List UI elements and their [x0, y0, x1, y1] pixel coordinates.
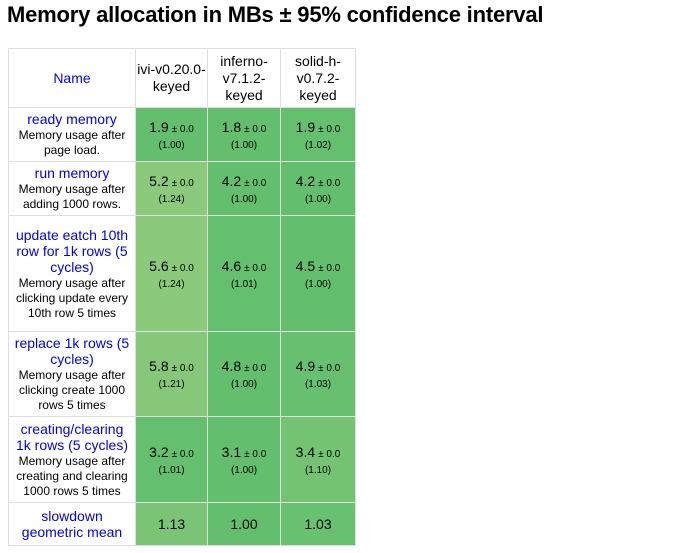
benchmark-cell: replace 1k rows (5 cycles) Memory usage a… — [8, 331, 136, 417]
result-cell: 3.2 ± 0.0 (1.01) — [135, 416, 208, 503]
confidence-interval: ± 0.0 — [318, 177, 341, 189]
geometric-mean-row: slowdown geometric mean 1.13 1.00 1.03 — [8, 502, 356, 546]
name-column-header[interactable]: Name — [8, 48, 136, 108]
result-cell: 4.8 ± 0.0 (1.00) — [207, 331, 281, 417]
slowdown-factor: (1.24) — [158, 278, 185, 290]
benchmark-cell: ready memory Memory usage after page load… — [8, 107, 136, 162]
confidence-interval: ± 0.0 — [318, 262, 341, 274]
benchmark-cell: update eatch 10th row for 1k rows (5 cyc… — [8, 215, 136, 332]
table-row: run memory Memory usage after adding 1000… — [8, 161, 356, 216]
slowdown-factor: (1.21) — [158, 379, 185, 390]
benchmark-name-link[interactable]: run memory — [34, 165, 110, 181]
confidence-interval: ± 0.0 — [244, 123, 267, 135]
mean-value: 1.9 — [149, 118, 169, 135]
benchmark-description: Memory usage after adding 1000 rows. — [18, 182, 126, 211]
slowdown-factor: (1.10) — [304, 464, 332, 476]
result-cell: 1.9 ± 0.0 (1.02) — [280, 107, 356, 162]
confidence-interval: ± 0.0 — [171, 177, 194, 189]
slowdown-factor: (1.00) — [304, 278, 332, 290]
slowdown-factor: (1.00) — [230, 379, 258, 390]
mean-value: 5.8 — [149, 358, 169, 374]
result-cell: 4.2 ± 0.0 (1.00) — [280, 161, 356, 216]
geometric-mean-value: 1.13 — [135, 502, 208, 546]
geometric-mean-cell: slowdown geometric mean — [8, 502, 136, 546]
result-cell: 5.2 ± 0.0 (1.24) — [135, 161, 208, 216]
result-cell: 1.8 ± 0.0 (1.00) — [207, 107, 281, 162]
mean-value: 4.9 — [295, 358, 316, 374]
geometric-mean-value: 1.03 — [280, 502, 356, 546]
benchmark-name-link[interactable]: ready memory — [27, 111, 117, 127]
framework-header-solid-h: solid-h-v0.7.2-keyed — [280, 48, 356, 108]
result-cell: 5.6 ± 0.0 (1.24) — [135, 215, 208, 332]
mean-value: 1.9 — [295, 118, 316, 135]
slowdown-factor: (1.24) — [158, 193, 185, 205]
slowdown-factor: (1.01) — [230, 278, 258, 290]
benchmark-description: Memory usage after creating and clearing… — [16, 453, 128, 498]
benchmark-cell: run memory Memory usage after adding 1000… — [8, 161, 136, 216]
table-row: replace 1k rows (5 cycles) Memory usage a… — [8, 331, 356, 417]
mean-value: 5.6 — [149, 257, 169, 274]
table-row: creating/clearing 1k rows (5 cycles) Memo… — [8, 416, 356, 503]
geometric-mean-label[interactable]: slowdown geometric mean — [21, 508, 123, 540]
result-cell: 4.2 ± 0.0 (1.00) — [207, 161, 281, 216]
result-cell: 4.9 ± 0.0 (1.03) — [280, 331, 356, 417]
confidence-interval: ± 0.0 — [318, 123, 341, 135]
confidence-interval: ± 0.0 — [171, 448, 194, 460]
slowdown-factor: (1.00) — [304, 193, 332, 205]
confidence-interval: ± 0.0 — [244, 177, 267, 189]
mean-value: 4.8 — [221, 358, 242, 374]
confidence-interval: ± 0.0 — [171, 123, 194, 135]
mean-value: 1.8 — [221, 118, 242, 135]
mean-value: 3.2 — [149, 443, 169, 460]
benchmark-description: Memory usage after page load. — [18, 128, 126, 157]
benchmark-name-link[interactable]: replace 1k rows (5 cycles) — [14, 335, 130, 367]
result-cell: 3.1 ± 0.0 (1.00) — [207, 416, 281, 503]
results-table: Name ivi-v0.20.0-keyed inferno-v7.1.2-ke… — [8, 48, 356, 546]
result-cell: 4.6 ± 0.0 (1.01) — [207, 215, 281, 332]
benchmark-description: Memory usage after clicking create 1000 … — [18, 368, 126, 412]
confidence-interval: ± 0.0 — [244, 363, 267, 374]
result-cell: 5.8 ± 0.0 (1.21) — [135, 331, 208, 417]
slowdown-factor: (1.00) — [230, 193, 258, 205]
confidence-interval: ± 0.0 — [318, 363, 341, 374]
result-cell: 1.9 ± 0.0 (1.00) — [135, 107, 208, 162]
benchmark-description: Memory usage after clicking update every… — [15, 275, 129, 320]
mean-value: 5.2 — [149, 172, 169, 189]
mean-value: 4.6 — [221, 257, 242, 274]
confidence-interval: ± 0.0 — [171, 363, 194, 374]
mean-value: 3.1 — [221, 443, 242, 460]
slowdown-factor: (1.00) — [230, 139, 258, 151]
geometric-mean-value: 1.00 — [207, 502, 281, 546]
framework-header-ivi: ivi-v0.20.0-keyed — [135, 48, 208, 108]
confidence-interval: ± 0.0 — [318, 448, 341, 460]
benchmark-name-link[interactable]: update eatch 10th row for 1k rows (5 cyc… — [15, 226, 129, 275]
slowdown-factor: (1.01) — [158, 464, 185, 476]
confidence-interval: ± 0.0 — [244, 262, 267, 274]
mean-value: 3.4 — [295, 443, 316, 460]
confidence-interval: ± 0.0 — [244, 448, 267, 460]
benchmark-cell: creating/clearing 1k rows (5 cycles) Memo… — [8, 416, 136, 503]
mean-value: 4.2 — [221, 172, 242, 189]
confidence-interval: ± 0.0 — [171, 262, 194, 274]
mean-value: 4.5 — [295, 257, 316, 274]
header-row: Name ivi-v0.20.0-keyed inferno-v7.1.2-ke… — [8, 48, 356, 108]
benchmark-name-link[interactable]: creating/clearing 1k rows (5 cycles) — [15, 420, 129, 453]
result-cell: 3.4 ± 0.0 (1.10) — [280, 416, 356, 503]
framework-header-inferno: inferno-v7.1.2-keyed — [207, 48, 281, 108]
slowdown-factor: (1.02) — [304, 139, 332, 151]
table-row: ready memory Memory usage after page load… — [8, 107, 356, 162]
slowdown-factor: (1.03) — [304, 379, 332, 390]
page-title: Memory allocation in MBs ± 95% confidenc… — [7, 2, 544, 27]
slowdown-factor: (1.00) — [158, 139, 185, 151]
slowdown-factor: (1.00) — [230, 464, 258, 476]
mean-value: 4.2 — [295, 172, 316, 189]
table-row: update eatch 10th row for 1k rows (5 cyc… — [8, 215, 356, 332]
result-cell: 4.5 ± 0.0 (1.00) — [280, 215, 356, 332]
